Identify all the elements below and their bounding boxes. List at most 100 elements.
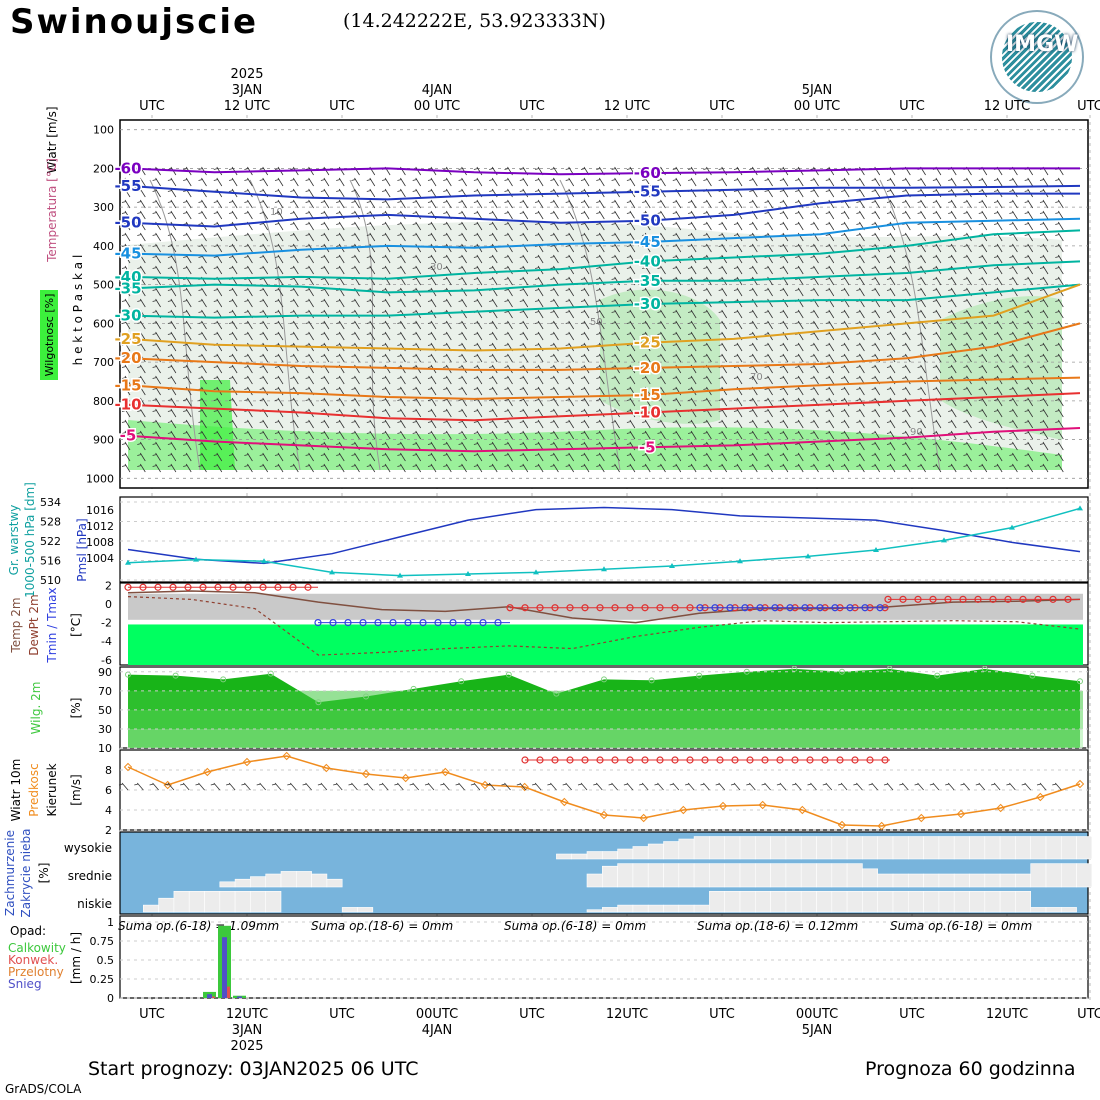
wind-barb [504, 287, 513, 297]
wind-barb [167, 452, 177, 462]
wind-barb [1055, 397, 1064, 407]
wind-barb [473, 166, 483, 176]
profile-label-temperature: Temperatura [°C] [45, 158, 59, 263]
wind-barb [1055, 408, 1064, 418]
wind-barb [1024, 364, 1034, 374]
wind-barb [489, 353, 498, 363]
wind-barb [779, 177, 789, 187]
wind-barb [871, 276, 881, 286]
wind-barb [749, 397, 758, 407]
surface-wind-barb [256, 782, 267, 791]
wind-barb [994, 397, 1003, 407]
wind-barb [825, 221, 835, 231]
wind-barb [443, 320, 452, 330]
surface-wind-barb [333, 782, 343, 791]
rh-contour-label-3: 70 [750, 372, 763, 383]
surface-wind-barb [348, 782, 358, 791]
cloud-bar-niskie [754, 890, 771, 913]
wind-barb [657, 397, 666, 407]
tmin-marker [464, 618, 472, 627]
wind-barb [642, 430, 651, 440]
wind-barb [397, 188, 406, 198]
wind-barb [336, 265, 345, 275]
wind-barb [1039, 254, 1049, 264]
wind-barb [718, 397, 728, 407]
wind-barb [978, 210, 988, 220]
wind-barb [397, 254, 406, 264]
thickness-marker [465, 571, 471, 576]
wind-barb [489, 375, 498, 385]
wind-barb [626, 452, 636, 462]
wind-barb [963, 188, 972, 198]
wind-barb [336, 430, 345, 440]
cloud-bar-srednie [1015, 873, 1032, 888]
wind-barb [229, 375, 238, 385]
wind-barb [718, 177, 728, 187]
cloud-bar-niskie [1030, 907, 1047, 913]
tmax-day3-marker [944, 595, 952, 603]
wind-barb [274, 298, 284, 308]
wind-barb [504, 353, 513, 363]
wind-barb [137, 342, 146, 352]
wind-barb [121, 298, 131, 308]
wind-barb [1055, 298, 1064, 308]
wind-barb [167, 177, 177, 187]
tmax-day2-marker [551, 604, 559, 612]
tmax-day2-marker [686, 604, 694, 612]
isotherm-minus15 [127, 376, 1081, 400]
wind-barb [1024, 276, 1034, 286]
wind-barb [917, 364, 926, 374]
wind-barb [749, 221, 758, 231]
tmin-marker [344, 618, 352, 627]
wind-barb [535, 232, 544, 242]
wind-barb [856, 265, 865, 275]
wind-barb [917, 463, 926, 473]
wind-barb [1055, 463, 1064, 473]
wind-barb [994, 210, 1003, 220]
tmax-day2-marker [506, 604, 514, 612]
cloud-bar-wysokie [923, 836, 940, 860]
wind-barb [397, 232, 406, 242]
cloud-bar-niskie [265, 890, 282, 913]
wind-barb [565, 199, 575, 209]
wind-barb [733, 199, 743, 209]
wind-barb [198, 463, 207, 473]
bottom-day-label-1: 4JAN [422, 1023, 453, 1038]
cloud-label-2: Zakrycie nieba [19, 829, 33, 918]
wind-barb [183, 375, 192, 385]
wind-barb [366, 254, 376, 264]
wind-barb [336, 177, 345, 187]
wind-barb [519, 397, 529, 407]
wind-barb [550, 276, 559, 286]
wind-gust-marker [566, 756, 574, 764]
surface-wind-barb [363, 782, 374, 791]
wind-barb [137, 199, 146, 209]
wind-barb [274, 177, 284, 187]
wind-barb [213, 419, 223, 429]
wind-barb [825, 210, 835, 220]
wind-barb [274, 199, 284, 209]
tmin-marker [314, 618, 322, 627]
humidity-marker [981, 665, 988, 672]
wind-barb [382, 232, 391, 242]
wind-barb [427, 188, 437, 198]
wind-barb [489, 463, 498, 473]
wind-barb [1009, 408, 1018, 418]
cloud-bar-wysokie [632, 846, 649, 860]
wind-barb [351, 188, 360, 198]
wind-barb [397, 320, 406, 330]
wind-barb [535, 353, 544, 363]
wind-barb [412, 254, 422, 264]
wind-barb [948, 342, 957, 352]
wind-barb [718, 408, 728, 418]
wind-barb [213, 397, 223, 407]
cloud-bar-wysokie [556, 853, 573, 860]
wind-barb [672, 463, 682, 473]
humidity-marker [839, 668, 845, 675]
wind-barb [229, 331, 238, 341]
tmax-marker [304, 583, 312, 591]
wind-barb [290, 298, 299, 308]
wind-barb [121, 265, 131, 275]
isotherm-minus50 [127, 192, 1080, 228]
wind-barb [779, 397, 789, 407]
